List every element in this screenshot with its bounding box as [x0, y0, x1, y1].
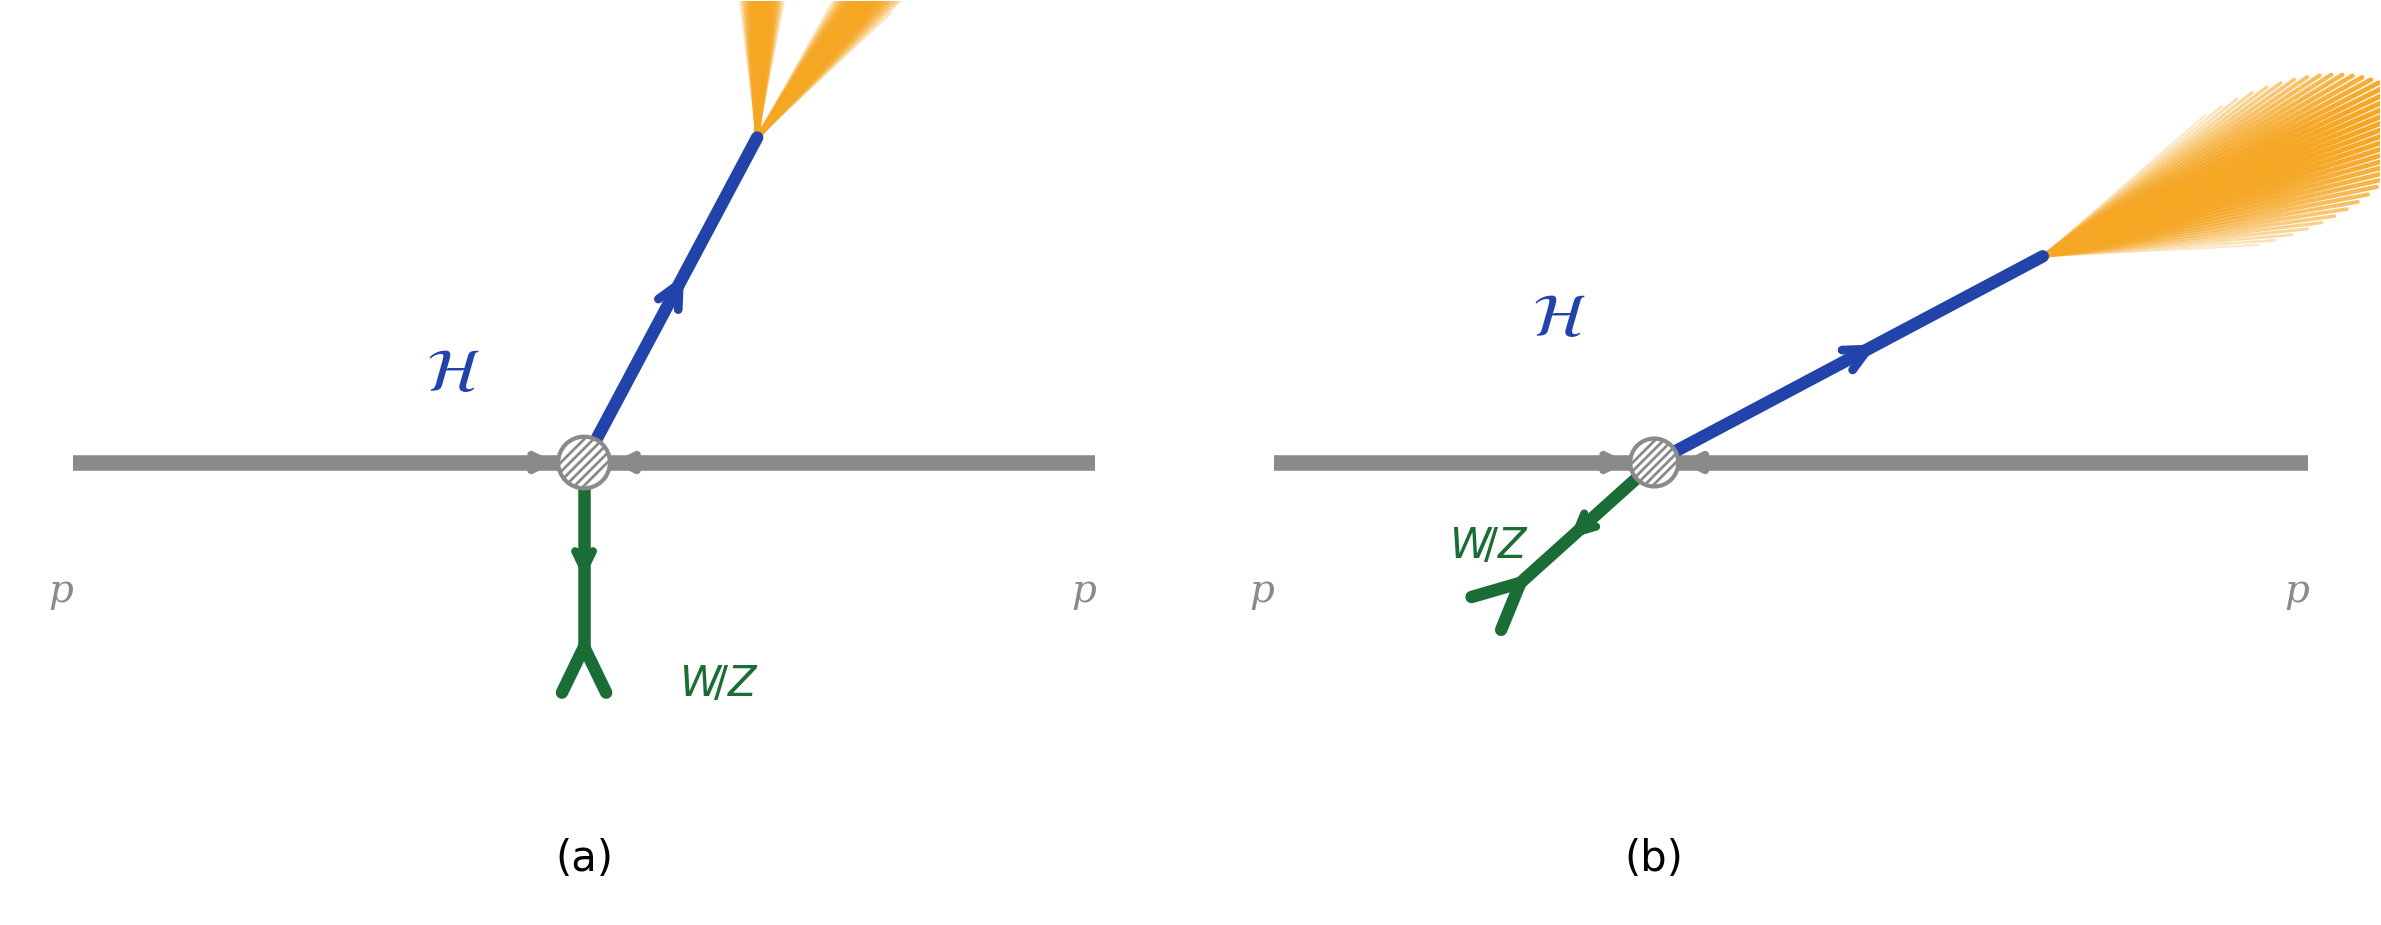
Text: p: p [2283, 574, 2310, 610]
Circle shape [1631, 438, 1679, 487]
Text: $W\!/Z$: $W\!/Z$ [679, 663, 760, 705]
Circle shape [557, 437, 610, 488]
Text: (a): (a) [555, 838, 612, 880]
Text: p: p [48, 574, 74, 610]
Text: p: p [1250, 574, 1274, 610]
Text: $\mathcal{H}$: $\mathcal{H}$ [1533, 290, 1586, 349]
Text: $\mathcal{H}$: $\mathcal{H}$ [426, 345, 481, 404]
Text: p: p [1071, 574, 1095, 610]
Text: $W\!/Z$: $W\!/Z$ [1450, 525, 1529, 567]
Text: (b): (b) [1624, 838, 1683, 880]
